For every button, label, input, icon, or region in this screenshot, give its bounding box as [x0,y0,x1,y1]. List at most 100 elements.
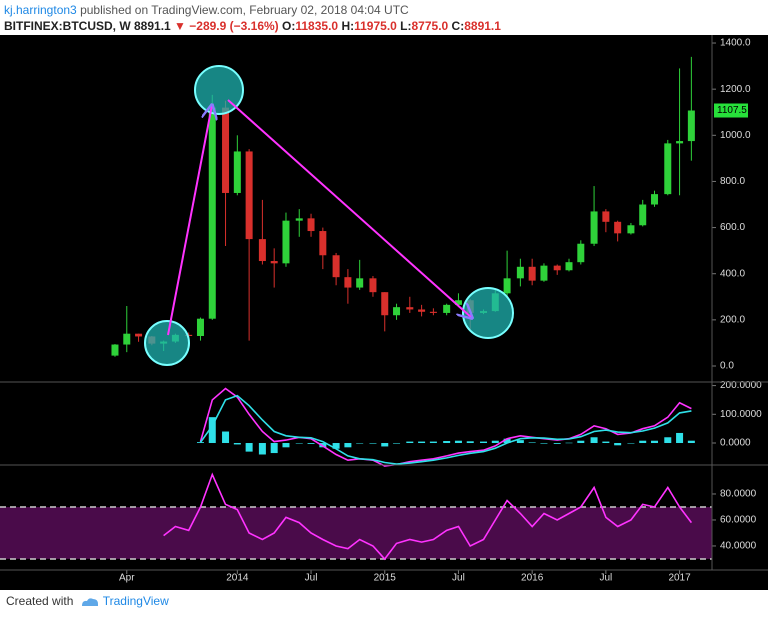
histogram-bar [577,440,585,444]
histogram-bar [553,443,561,444]
candle-body [369,278,377,293]
user[interactable]: kj.harrington3 [4,3,77,17]
histogram-bar [233,443,241,445]
histogram-bar [491,440,499,444]
candle-body [270,261,278,264]
price-label: 1107.5 [717,105,747,116]
histogram-bar [369,443,377,444]
x-tick-label: 2017 [668,573,691,584]
histogram-bar [602,441,610,444]
y-tick-label: 400.0 [720,268,745,279]
symbol: BITFINEX:BTCUSD, W [4,19,131,33]
histogram-bar [208,417,216,444]
price-label-box [714,103,748,118]
candle-body [418,309,426,312]
histogram-bar [222,431,230,444]
histogram-bar [651,440,659,444]
candle-body [208,107,216,319]
candle-body [614,221,622,234]
histogram-bar [443,440,451,444]
last: 8891.1 [134,19,171,33]
histogram-bar [454,440,462,444]
candle-body [577,243,585,263]
y-tick-label: 200.0 [720,314,745,325]
circle-marker [462,287,514,339]
open-label: O: [282,19,296,33]
y-tick-label: 200.0000 [720,380,762,391]
y-tick-label: 800.0 [720,176,745,187]
x-tick-label: Jul [305,573,318,584]
publish-line: kj.harrington3 published on TradingView.… [4,3,409,17]
histogram-bar [516,440,524,444]
candle-body [676,141,684,144]
brand[interactable]: TradingView [102,594,169,608]
histogram-bar [418,441,426,444]
candle-body [528,266,536,281]
x-tick-label: Jul [599,573,612,584]
histogram-bar [480,441,488,444]
histogram-bar [356,443,364,444]
high: 11975.0 [354,19,397,33]
histogram-bar [270,443,278,454]
candle-body [393,307,401,316]
candle-body [406,307,414,310]
candle-body [196,318,204,337]
candle-body [590,211,598,244]
candle-body [245,151,253,240]
y-tick-label: 0.0 [720,361,734,372]
histogram-bar [307,443,315,444]
candle-body [381,292,389,316]
y-tick-label: 1200.0 [720,84,751,95]
circle-marker [144,320,190,366]
y-tick-label: 40.0000 [720,541,757,552]
low-label: L: [400,19,412,33]
candle-body [282,220,290,264]
symbol-line: BITFINEX:BTCUSD, W 8891.1 ▼ −289.9 (−3.1… [4,19,501,33]
open: 11835.0 [295,19,339,33]
histogram-bar [332,443,340,449]
histogram-bar [406,441,414,444]
y-tick-label: 1000.0 [720,130,751,141]
histogram-bar [590,437,598,444]
candle-body [516,266,524,279]
histogram-bar [258,443,266,455]
candle-body [565,262,573,271]
footer: Created with TradingView [6,594,169,608]
candle-body [111,344,119,356]
low: 8775.0 [411,19,449,33]
candle-body [540,265,548,281]
histogram-bar [429,441,437,444]
high-label: H: [341,19,355,33]
y-tick-label: 80.0000 [720,489,757,500]
histogram-bar [245,443,253,452]
candle-body [307,218,315,232]
histogram-bar [687,440,695,444]
arrow: ▼ [174,19,186,33]
x-tick-label: 2016 [521,573,544,584]
candle-body [627,225,635,234]
histogram-bar [565,442,573,444]
histogram-bar [676,432,684,444]
chart: Apr 2014 Jul 2015 Jul 2016 Jul 2017 0.0 200.0 400.… [0,35,768,590]
candle-body [664,143,672,195]
close: 8891.1 [464,19,501,33]
histogram-bar [540,443,548,444]
histogram-bar [639,440,647,444]
candle-body [639,204,647,226]
y-tick-label: 0.0000 [720,438,751,449]
band-fill [0,506,712,559]
created-with: Created with [6,594,74,608]
x-tick-label: Jul [452,573,465,584]
x-tick-label: Apr [119,573,135,584]
histogram-bar [664,437,672,444]
histogram-bar [528,442,536,444]
histogram-bar [627,443,635,444]
annotations [144,65,514,366]
candle-body [553,265,561,271]
candle-body [503,278,511,294]
histogram-bar [466,441,474,444]
histogram-bar [503,438,511,444]
y-tick-label: 1400.0 [720,38,751,49]
candle-body [233,151,241,193]
